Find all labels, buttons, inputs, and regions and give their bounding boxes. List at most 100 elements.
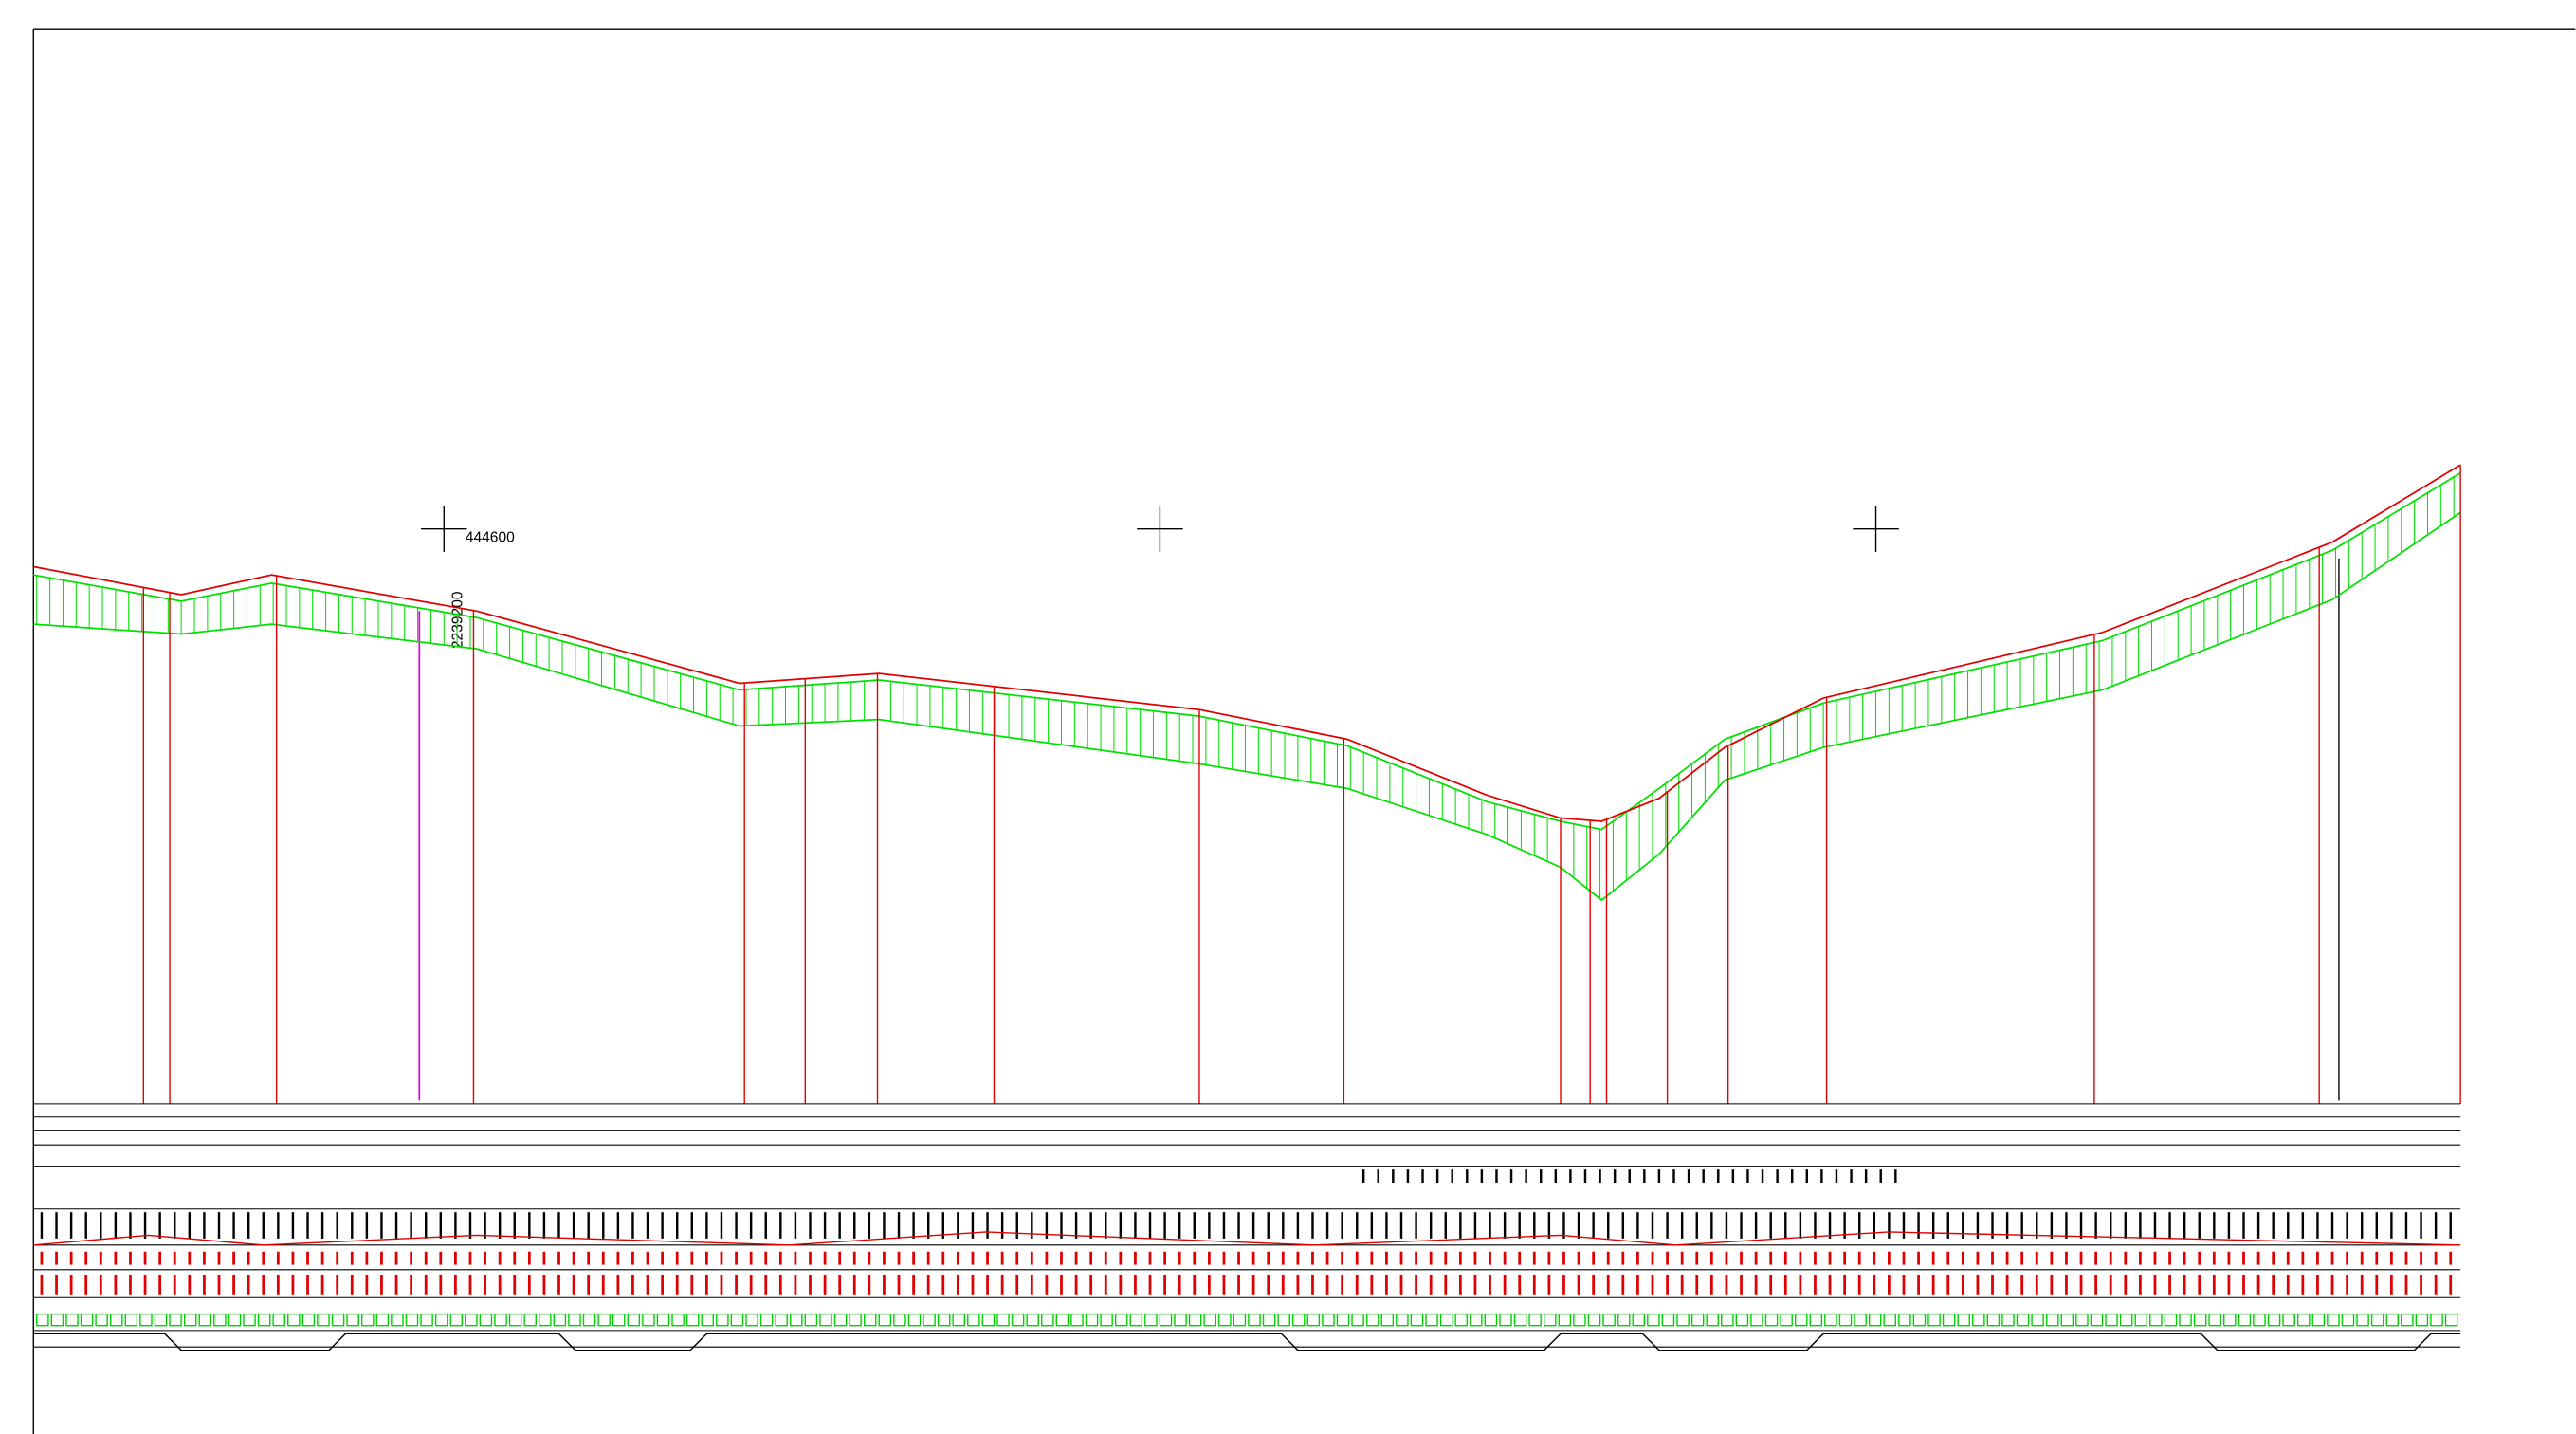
green-cell: [1380, 1313, 1395, 1327]
green-cell: [1100, 1313, 1113, 1327]
green-cell: [790, 1313, 803, 1327]
green-cell: [1972, 1313, 1985, 1327]
green-cell: [1942, 1313, 1956, 1327]
green-cell: [671, 1313, 685, 1327]
green-cell: [819, 1313, 832, 1327]
green-cell: [523, 1313, 537, 1327]
green-cell: [139, 1313, 153, 1327]
green-cell: [1351, 1313, 1364, 1327]
green-cell: [2253, 1313, 2266, 1327]
green-cell: [1528, 1313, 1542, 1327]
green-cell: [1174, 1313, 1187, 1327]
green-cell: [1617, 1313, 1631, 1327]
ground-line: [33, 464, 2461, 822]
green-cell: [434, 1313, 448, 1327]
green-cell: [553, 1313, 567, 1327]
green-cell: [287, 1313, 301, 1327]
green-cell: [2105, 1313, 2118, 1327]
green-cell: [1690, 1313, 1705, 1327]
green-cell: [479, 1313, 493, 1327]
green-cell: [1484, 1313, 1498, 1327]
green-cell: [1573, 1313, 1586, 1327]
green-cell: [1114, 1313, 1128, 1327]
green-cell: [1410, 1313, 1424, 1327]
green-cell: [952, 1313, 965, 1327]
green-cell: [1070, 1313, 1084, 1327]
green-cell: [2016, 1313, 2030, 1327]
green-cell: [1838, 1313, 1853, 1327]
green-cell: [1647, 1313, 1660, 1327]
green-cell: [65, 1313, 79, 1327]
green-cell: [331, 1313, 345, 1327]
green-cell: [2238, 1313, 2252, 1327]
green-cell: [346, 1313, 359, 1327]
green-cell: [508, 1313, 522, 1327]
green-cell: [95, 1313, 108, 1327]
green-cell: [539, 1313, 552, 1327]
green-cell: [849, 1313, 862, 1327]
green-cell: [1794, 1313, 1808, 1327]
green-cell: [863, 1313, 877, 1327]
green-cell: [833, 1313, 848, 1327]
green-cell: [878, 1313, 892, 1327]
green-cell: [2370, 1313, 2384, 1327]
green-cell: [243, 1313, 256, 1327]
green-cell: [1203, 1313, 1216, 1327]
green-cell: [1499, 1313, 1512, 1327]
green-cell: [2060, 1313, 2074, 1327]
green-cell: [1248, 1313, 1261, 1327]
green-cell: [1898, 1313, 1911, 1327]
green-cell: [1661, 1313, 1675, 1327]
green-cell: [2149, 1313, 2163, 1327]
green-cell: [2430, 1313, 2443, 1327]
green-cell: [1129, 1313, 1143, 1327]
green-cell: [759, 1313, 774, 1327]
green-cell: [124, 1313, 138, 1327]
green-cell: [1587, 1313, 1601, 1327]
green-cell: [375, 1313, 390, 1327]
design-line-top: [33, 472, 2461, 831]
green-cell: [1632, 1313, 1646, 1327]
green-cell: [804, 1313, 818, 1327]
green-cell: [1159, 1313, 1173, 1327]
green-cell: [1854, 1313, 1867, 1327]
green-cell: [2341, 1313, 2355, 1327]
green-cell: [2327, 1313, 2340, 1327]
green-cell: [465, 1313, 478, 1327]
green-cell: [1957, 1313, 1970, 1327]
green-cell: [1543, 1313, 1557, 1327]
green-cell: [2119, 1313, 2133, 1327]
green-cell: [2296, 1313, 2311, 1327]
green-cell: [1365, 1313, 1379, 1327]
green-cell: [405, 1313, 419, 1327]
green-cell: [2075, 1313, 2089, 1327]
green-cell: [775, 1313, 788, 1327]
green-cell: [981, 1313, 996, 1327]
green-cell: [2444, 1313, 2458, 1327]
green-cell: [612, 1313, 626, 1327]
green-cell: [2356, 1313, 2369, 1327]
green-cell: [1026, 1313, 1039, 1327]
green-cell: [154, 1313, 168, 1327]
green-cell: [2001, 1313, 2015, 1327]
green-cell: [2415, 1313, 2429, 1327]
green-cell: [420, 1313, 433, 1327]
green-cell: [2385, 1313, 2399, 1327]
green-cell: [1750, 1313, 1763, 1327]
green-cell: [1085, 1313, 1099, 1327]
green-cell: [2045, 1313, 2059, 1327]
green-cell: [1883, 1313, 1897, 1327]
green-cell: [2282, 1313, 2295, 1327]
green-cell: [627, 1313, 641, 1327]
green-cell: [996, 1313, 1010, 1327]
green-cell: [701, 1313, 715, 1327]
green-cell: [1425, 1313, 1438, 1327]
grade-line: [33, 1231, 2461, 1246]
green-cell: [1454, 1313, 1468, 1327]
green-cell: [2267, 1313, 2281, 1327]
green-cell: [1809, 1313, 1823, 1327]
green-cell: [183, 1313, 197, 1327]
green-cell: [1306, 1313, 1321, 1327]
green-cell: [2193, 1313, 2207, 1327]
green-cell: [169, 1313, 182, 1327]
